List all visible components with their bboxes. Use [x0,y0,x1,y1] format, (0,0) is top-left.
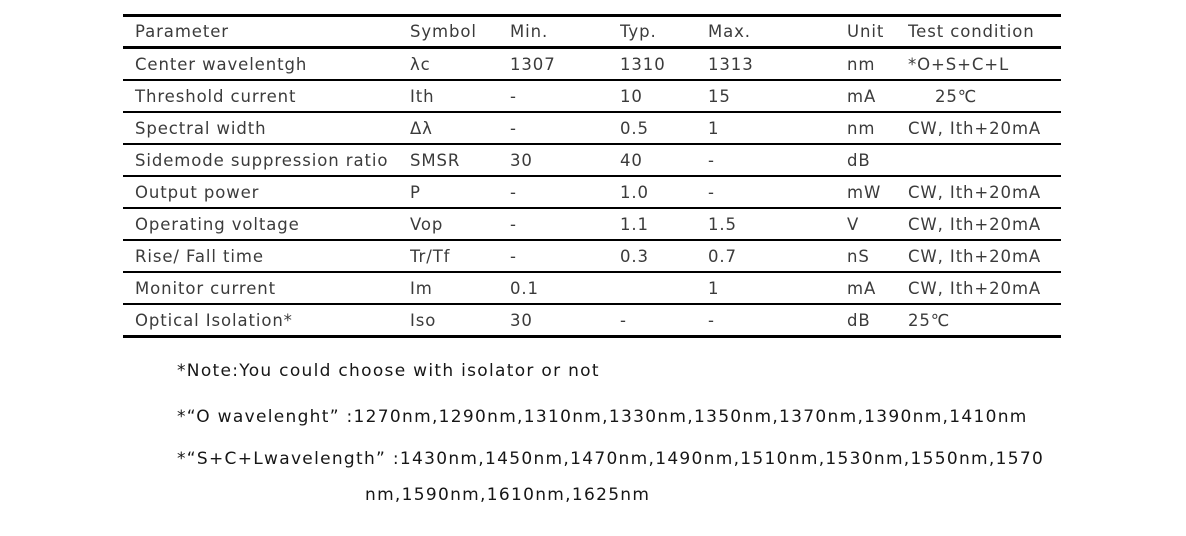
cell-unit: V [847,214,860,234]
cell-max: 1 [708,278,720,298]
note-o-wavelengths: *“O wavelenght” :1270nm,1290nm,1310nm,13… [177,407,1028,427]
cell-symbol: Tr/Tf [410,246,451,266]
cell-parameter: Monitor current [135,278,276,298]
cell-parameter: Sidemode suppression ratio [135,150,389,170]
table-row: Rise/ Fall time Tr/Tf - 0.3 0.7 nS CW, I… [123,240,1061,272]
cell-test-condition: CW, Ith+20mA [908,278,1042,298]
note-scl-wavelengths-line2: nm,1590nm,1610nm,1625nm [365,485,651,505]
col-header-test-condition: Test condition [908,22,1035,41]
cell-test-condition: CW, Ith+20mA [908,118,1042,138]
cell-parameter: Spectral width [135,118,267,138]
cell-parameter: Output power [135,182,260,202]
cell-unit: mA [847,86,877,106]
cell-min: - [510,86,517,106]
cell-max: 1.5 [708,214,737,234]
col-header-symbol: Symbol [410,22,477,41]
table-row: Threshold current Ith - 10 15 mA 25℃ [123,80,1061,112]
cell-typ: 0.3 [620,246,649,266]
header-row: Parameter Symbol Min. Typ. Max. Unit Tes… [123,16,1061,48]
table-row: Spectral width Δλ - 0.5 1 nm CW, Ith+20m… [123,112,1061,144]
cell-max: - [708,310,715,330]
cell-parameter: Threshold current [135,86,297,106]
table-row: Monitor current Im 0.1 1 mA CW, Ith+20mA [123,272,1061,304]
cell-test-condition: 25℃ [935,86,978,106]
cell-test-condition: CW, Ith+20mA [908,182,1042,202]
cell-test-condition: CW, Ith+20mA [908,246,1042,266]
cell-symbol: Im [410,278,433,298]
table-row: Center wavelentgh λc 1307 1310 1313 nm *… [123,48,1061,80]
cell-max: - [708,150,715,170]
cell-max: 1 [708,118,720,138]
cell-symbol: λc [410,54,431,74]
cell-min: 1307 [510,54,556,74]
table-row: Sidemode suppression ratio SMSR 30 40 - … [123,144,1061,176]
col-header-min: Min. [510,22,549,41]
cell-symbol: Δλ [410,118,433,138]
cell-unit: mW [847,182,882,202]
table-row: Optical Isolation* Iso 30 - - dB 25℃ [123,304,1061,337]
cell-unit: mA [847,278,877,298]
cell-parameter: Center wavelentgh [135,54,308,74]
cell-max: - [708,182,715,202]
table-row: Output power P - 1.0 - mW CW, Ith+20mA [123,176,1061,208]
cell-typ: 1.0 [620,182,649,202]
cell-typ: 0.5 [620,118,649,138]
cell-unit: dB [847,150,871,170]
cell-typ: 40 [620,150,643,170]
spec-table: Parameter Symbol Min. Typ. Max. Unit Tes… [123,14,1061,338]
cell-symbol: P [410,182,421,202]
cell-typ: 1.1 [620,214,649,234]
cell-test-condition [908,144,1061,176]
cell-typ: 10 [620,86,643,106]
cell-min: - [510,182,517,202]
col-header-max: Max. [708,22,751,41]
cell-symbol: Ith [410,86,435,106]
cell-parameter: Optical Isolation* [135,310,293,330]
cell-unit: nm [847,54,876,74]
cell-min: - [510,246,517,266]
cell-symbol: Vop [410,214,444,234]
cell-parameter: Operating voltage [135,214,300,234]
cell-min: - [510,118,517,138]
table-row: Operating voltage Vop - 1.1 1.5 V CW, It… [123,208,1061,240]
cell-symbol: SMSR [410,150,461,170]
cell-max: 15 [708,86,731,106]
cell-typ: - [620,310,627,330]
cell-unit: dB [847,310,871,330]
cell-unit: nm [847,118,876,138]
cell-max: 1313 [708,54,754,74]
cell-unit: nS [847,246,870,266]
col-header-typ: Typ. [620,22,657,41]
cell-max: 0.7 [708,246,737,266]
cell-test-condition: *O+S+C+L [908,54,1010,74]
note-isolator: *Note:You could choose with isolator or … [177,361,600,381]
notes-section: *Note:You could choose with isolator or … [177,362,1044,505]
cell-typ [620,272,708,304]
cell-min: 30 [510,310,533,330]
cell-parameter: Rise/ Fall time [135,246,264,266]
cell-typ: 1310 [620,54,666,74]
note-scl-wavelengths-line1: *“S+C+Lwavelength” :1430nm,1450nm,1470nm… [177,449,1045,469]
col-header-unit: Unit [847,22,885,41]
cell-test-condition: CW, Ith+20mA [908,214,1042,234]
cell-min: 0.1 [510,278,539,298]
cell-symbol: Iso [410,310,437,330]
col-header-parameter: Parameter [135,22,229,41]
cell-min: - [510,214,517,234]
cell-min: 30 [510,150,533,170]
cell-test-condition: 25℃ [908,310,951,330]
